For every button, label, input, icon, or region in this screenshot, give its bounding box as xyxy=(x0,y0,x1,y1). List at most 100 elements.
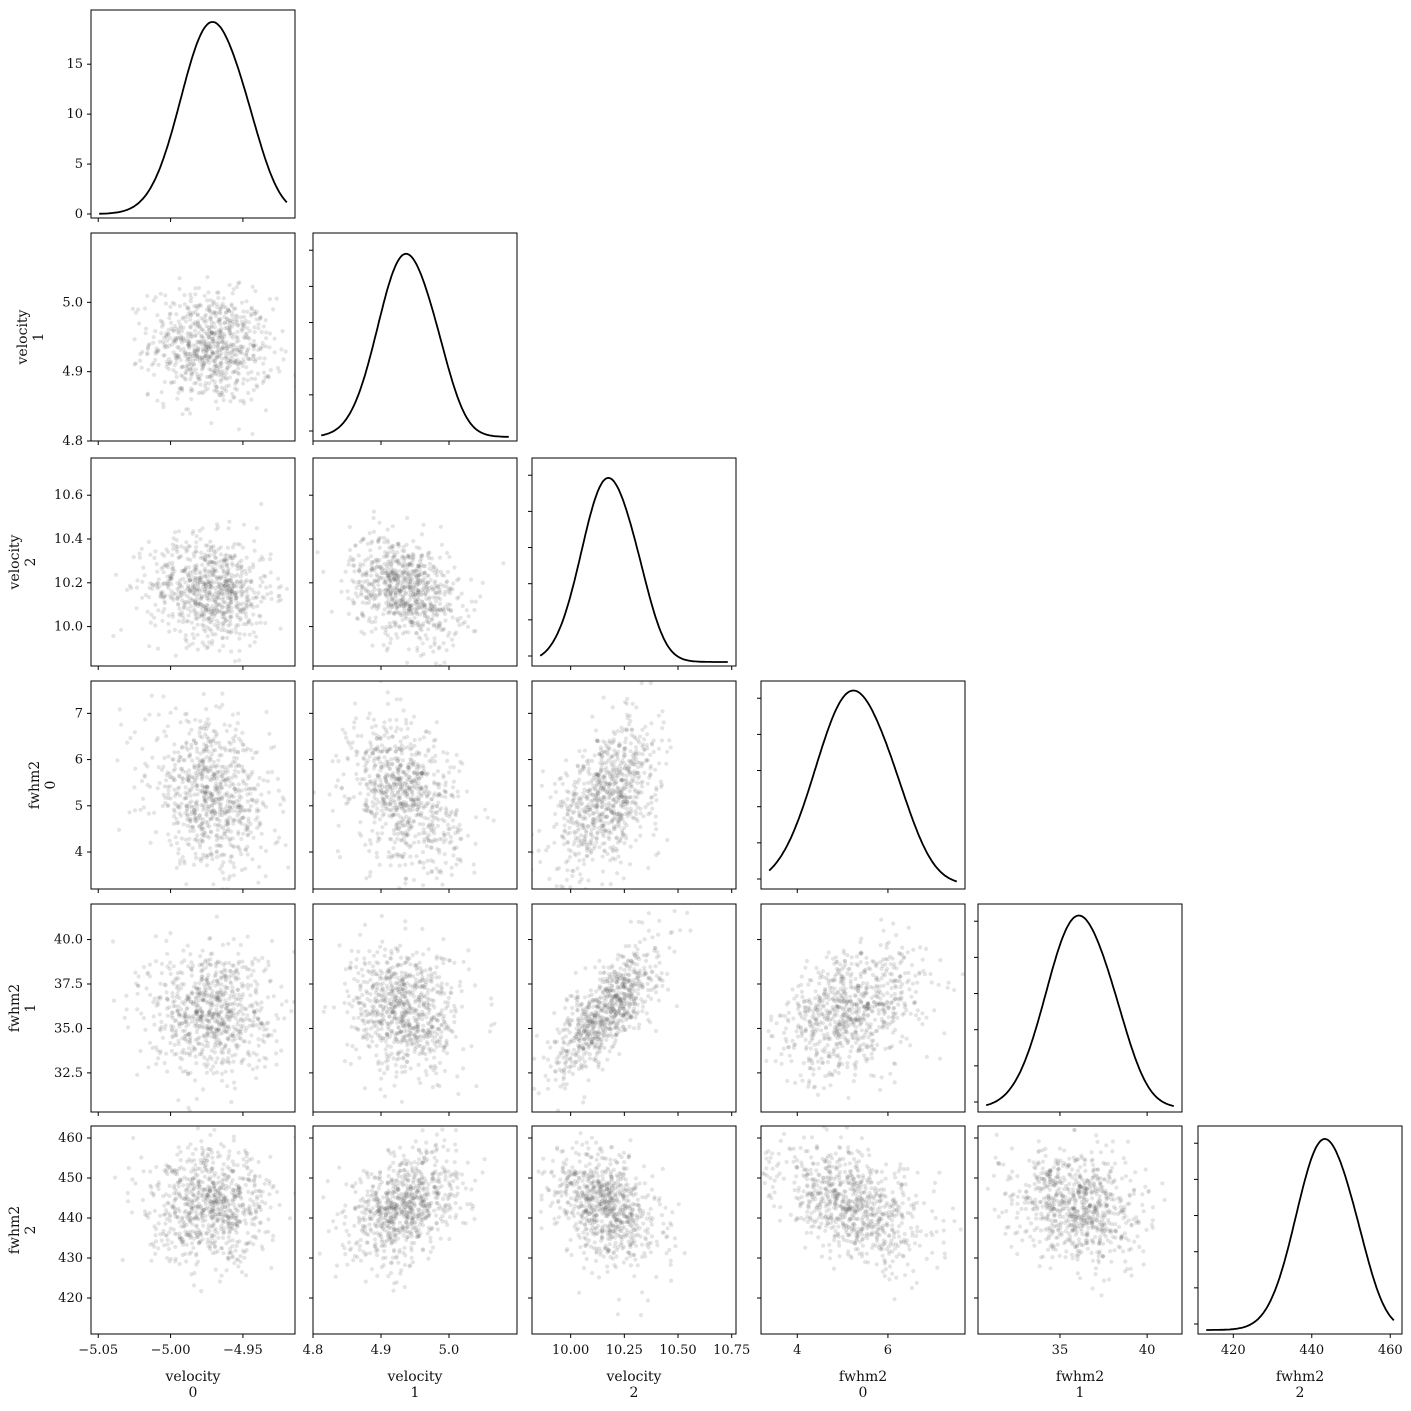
scatter-point xyxy=(255,371,261,376)
scatter-point xyxy=(395,725,400,730)
scatter-point xyxy=(236,782,241,787)
scatter-point xyxy=(532,867,534,872)
scatter-point xyxy=(200,640,205,645)
scatter-point xyxy=(411,770,416,775)
scatter-point xyxy=(606,806,611,811)
scatter-point xyxy=(217,335,222,340)
scatter-point xyxy=(638,824,643,829)
scatter-point xyxy=(182,350,187,356)
scatter-point xyxy=(201,692,206,697)
scatter-point xyxy=(431,613,436,618)
scatter-point xyxy=(214,849,219,854)
scatter-point xyxy=(627,862,633,867)
scatter-point xyxy=(136,307,141,312)
scatter-point xyxy=(401,544,406,549)
scatter-point xyxy=(362,802,367,807)
scatter-point xyxy=(216,758,221,763)
scatter-point xyxy=(398,787,403,792)
scatter-point xyxy=(207,569,212,574)
scatter-point xyxy=(239,589,244,594)
scatter-point xyxy=(377,565,382,570)
scatter-point xyxy=(367,711,372,716)
scatter-point xyxy=(612,748,617,753)
scatter-point xyxy=(239,739,244,744)
scatter-point xyxy=(205,834,210,839)
scatter-point xyxy=(602,795,607,800)
scatter-point xyxy=(219,377,224,382)
scatter-point xyxy=(400,631,406,636)
scatter-point xyxy=(568,885,573,889)
scatter-point xyxy=(471,629,476,634)
scatter-point xyxy=(627,766,632,771)
scatter-point xyxy=(212,808,217,814)
scatter-point xyxy=(188,325,193,330)
scatter-point xyxy=(153,549,158,554)
scatter-point xyxy=(394,558,400,563)
scatter-point xyxy=(379,788,384,793)
scatter-point xyxy=(205,559,210,564)
scatter-point xyxy=(355,762,360,767)
scatter-point xyxy=(364,595,369,601)
scatter-point xyxy=(390,788,395,793)
scatter-point xyxy=(446,607,451,612)
scatter-point xyxy=(419,771,425,776)
scatter-point xyxy=(146,367,151,372)
scatter-point xyxy=(385,749,390,754)
scatter-point xyxy=(629,727,634,732)
scatter-point xyxy=(615,871,620,876)
scatter-point xyxy=(608,755,613,760)
scatter-point xyxy=(212,800,217,806)
scatter-point xyxy=(385,646,390,651)
scatter-point xyxy=(192,808,197,813)
scatter-point xyxy=(186,778,191,783)
scatter-point xyxy=(193,567,198,572)
scatter-point xyxy=(194,587,199,592)
scatter-point xyxy=(251,344,256,349)
scatter-point xyxy=(460,761,465,766)
scatter-point xyxy=(237,280,242,285)
scatter-point xyxy=(613,781,618,787)
scatter-point xyxy=(358,791,363,796)
scatter-point xyxy=(209,794,214,799)
scatter-point xyxy=(260,579,265,585)
scatter-point xyxy=(358,820,363,825)
scatter-point xyxy=(176,851,181,856)
scatter-point xyxy=(397,747,402,752)
scatter-point xyxy=(659,738,665,743)
scatter-point xyxy=(417,612,422,617)
scatter-point xyxy=(429,556,434,561)
scatter-point xyxy=(431,810,436,815)
scatter-point xyxy=(409,619,414,625)
scatter-point xyxy=(222,557,227,562)
scatter-point xyxy=(225,790,230,796)
scatter-point xyxy=(406,569,411,574)
scatter-point xyxy=(229,854,234,859)
scatter-point xyxy=(220,774,225,779)
scatter-point xyxy=(221,860,226,865)
scatter-point xyxy=(208,816,213,822)
scatter-point xyxy=(193,292,198,297)
scatter-panel-4-0: 32.535.037.540.0 xyxy=(54,903,296,1116)
scatter-point xyxy=(354,771,359,777)
scatter-point xyxy=(386,589,391,594)
scatter-point xyxy=(402,851,407,856)
scatter-point xyxy=(416,804,421,809)
scatter-point xyxy=(427,620,432,625)
scatter-point xyxy=(229,344,234,349)
scatter-point xyxy=(199,612,204,617)
scatter-point xyxy=(234,387,240,392)
scatter-point xyxy=(593,797,598,803)
scatter-point xyxy=(153,830,159,835)
scatter-point xyxy=(374,572,379,577)
scatter-point xyxy=(375,574,380,579)
scatter-point xyxy=(565,831,570,836)
scatter-point xyxy=(214,618,220,624)
scatter-point xyxy=(251,630,256,635)
scatter-point xyxy=(179,610,184,615)
scatter-point xyxy=(213,549,218,555)
scatter-point xyxy=(280,329,285,334)
scatter-point xyxy=(600,754,605,759)
scatter-point xyxy=(237,658,242,663)
scatter-point xyxy=(231,331,236,337)
scatter-point xyxy=(165,338,170,343)
